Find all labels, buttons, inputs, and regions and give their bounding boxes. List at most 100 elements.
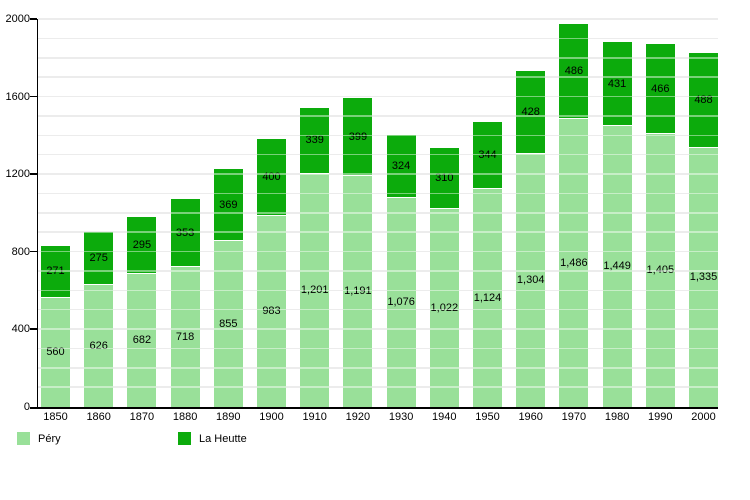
bar-value-la-heutte-2000: 488 bbox=[694, 94, 713, 107]
bar-segment-pery-1860: 626 bbox=[84, 285, 114, 407]
gridline-100 bbox=[38, 386, 718, 388]
bar-segment-la-heutte-1850: 271 bbox=[41, 245, 70, 298]
bar-value-la-heutte-1890: 369 bbox=[219, 198, 238, 211]
legend-label-la-heutte: La Heutte bbox=[199, 432, 247, 445]
bar-value-la-heutte-1910: 339 bbox=[305, 134, 324, 147]
y-tick-label-400: 400 bbox=[11, 323, 30, 335]
gridline-400 bbox=[38, 328, 718, 330]
bar-value-la-heutte-1970: 486 bbox=[564, 65, 584, 78]
bar-value-pery-1890: 855 bbox=[219, 317, 238, 330]
bar-value-pery-1850: 560 bbox=[46, 346, 65, 359]
gridline-200 bbox=[38, 367, 718, 369]
gridline-1900 bbox=[38, 37, 718, 40]
x-tick-label-1920: 1920 bbox=[345, 411, 371, 423]
gridline-1700 bbox=[38, 76, 718, 78]
bar-segment-pery-1980: 1,449 bbox=[602, 125, 632, 407]
bar-segment-pery-1910: 1,201 bbox=[300, 173, 330, 407]
bar-1950: 344 1,124 bbox=[473, 122, 502, 407]
plot-area: 271 560 275 626 295 682 353 718 369 855 400 983 339 1… bbox=[38, 18, 718, 407]
y-axis-line bbox=[36, 19, 38, 409]
x-tick-label-1930: 1930 bbox=[388, 411, 414, 423]
bar-segment-pery-2000: 1,335 bbox=[689, 147, 718, 407]
bar-1970: 486 1,486 bbox=[559, 24, 589, 407]
x-tick-label-1940: 1940 bbox=[432, 411, 457, 423]
bar-1920: 399 1,191 bbox=[343, 98, 373, 407]
bar-segment-pery-1960: 1,304 bbox=[516, 153, 546, 407]
gridline-1800 bbox=[38, 57, 718, 59]
y-tick-mark-400 bbox=[30, 328, 37, 330]
bar-segment-la-heutte-1870: 295 bbox=[127, 217, 157, 275]
bar-segment-pery-1890: 855 bbox=[213, 240, 243, 407]
y-tick-mark-800 bbox=[30, 250, 37, 253]
legend-item-la-heutte: La Heutte bbox=[178, 432, 247, 445]
x-axis: 1850 1860 1870 1880 1890 1900 1910 1920 1930 1940… bbox=[38, 411, 728, 425]
bar-value-la-heutte-1920: 399 bbox=[348, 130, 368, 143]
gridline-500 bbox=[38, 308, 718, 311]
bar-segment-la-heutte-1950: 344 bbox=[473, 122, 502, 189]
bar-1930: 324 1,076 bbox=[386, 135, 416, 407]
y-tick-mark-1200 bbox=[30, 173, 37, 175]
bar-segment-pery-1850: 560 bbox=[41, 298, 70, 407]
bar-2000: 488 1,335 bbox=[689, 53, 718, 407]
gridline-700 bbox=[38, 270, 718, 272]
legend-item-pery: Péry bbox=[17, 432, 61, 445]
bar-segment-la-heutte-1970: 486 bbox=[559, 24, 589, 119]
y-tick-mark-2000 bbox=[30, 18, 37, 20]
bar-1940: 310 1,022 bbox=[429, 148, 459, 407]
x-tick-label-1980: 1980 bbox=[604, 411, 630, 423]
bar-1980: 431 1,449 bbox=[602, 42, 632, 407]
bar-value-pery-2000: 1,335 bbox=[689, 271, 718, 284]
gridline-300 bbox=[38, 347, 718, 350]
bar-value-pery-1880: 718 bbox=[175, 330, 195, 343]
bar-value-la-heutte-1930: 324 bbox=[391, 160, 411, 173]
bar-segment-pery-1900: 983 bbox=[257, 216, 286, 407]
bar-value-pery-1940: 1,022 bbox=[430, 301, 459, 314]
gridline-1500 bbox=[38, 115, 718, 117]
bar-value-pery-1980: 1,449 bbox=[603, 260, 631, 273]
bar-1880: 353 718 bbox=[170, 199, 200, 407]
x-axis-line bbox=[30, 406, 718, 409]
gridline-900 bbox=[38, 231, 718, 233]
gridline-1600 bbox=[38, 95, 718, 98]
legend: Péry La Heutte bbox=[0, 432, 750, 448]
bar-segment-la-heutte-1900: 400 bbox=[257, 138, 286, 217]
gridline-1200 bbox=[38, 173, 718, 175]
legend-swatch-pery bbox=[17, 432, 30, 445]
bar-1900: 400 983 bbox=[257, 138, 286, 407]
y-axis: 0 400 800 1200 1600 2000 bbox=[0, 13, 30, 413]
bar-segment-la-heutte-1960: 428 bbox=[516, 70, 546, 154]
bar-segment-la-heutte-1990: 466 bbox=[645, 44, 675, 135]
gridlines-under-layer bbox=[38, 18, 718, 407]
bar-segment-la-heutte-2000: 488 bbox=[689, 53, 718, 148]
gridline-2000 bbox=[38, 18, 718, 20]
bar-value-pery-1910: 1,201 bbox=[300, 284, 329, 297]
y-tick-mark-1600 bbox=[30, 95, 37, 98]
bar-value-la-heutte-1940: 310 bbox=[435, 171, 454, 184]
bar-1860: 275 626 bbox=[84, 231, 114, 407]
bar-1850: 271 560 bbox=[41, 245, 70, 407]
bar-value-la-heutte-1870: 295 bbox=[132, 239, 152, 252]
gridline-1000 bbox=[38, 212, 718, 214]
bar-segment-pery-1920: 1,191 bbox=[343, 175, 373, 407]
bar-1910: 339 1,201 bbox=[300, 108, 330, 407]
bar-segment-pery-1930: 1,076 bbox=[386, 198, 416, 407]
bar-value-pery-1900: 983 bbox=[262, 305, 281, 318]
x-tick-label-1990: 1990 bbox=[648, 411, 673, 423]
x-tick-label-1950: 1950 bbox=[475, 411, 500, 423]
bar-value-la-heutte-1880: 353 bbox=[175, 226, 195, 239]
bar-segment-la-heutte-1930: 324 bbox=[386, 135, 416, 199]
legend-label-pery: Péry bbox=[38, 432, 61, 445]
y-tick-label-1200: 1200 bbox=[5, 168, 30, 180]
x-tick-label-1880: 1880 bbox=[172, 411, 198, 423]
bar-value-pery-1860: 626 bbox=[89, 339, 108, 352]
bar-value-pery-1930: 1,076 bbox=[387, 296, 415, 309]
gridline-600 bbox=[38, 289, 718, 291]
bar-segment-la-heutte-1920: 399 bbox=[343, 98, 373, 176]
x-tick-label-1860: 1860 bbox=[86, 411, 111, 423]
bar-segment-la-heutte-1980: 431 bbox=[602, 42, 632, 126]
bar-value-la-heutte-1960: 428 bbox=[521, 105, 540, 118]
y-tick-label-0: 0 bbox=[23, 400, 30, 413]
bar-segment-la-heutte-1910: 339 bbox=[300, 108, 330, 174]
bar-value-pery-1990: 1,405 bbox=[646, 264, 675, 277]
bar-segment-la-heutte-1940: 310 bbox=[429, 148, 459, 209]
